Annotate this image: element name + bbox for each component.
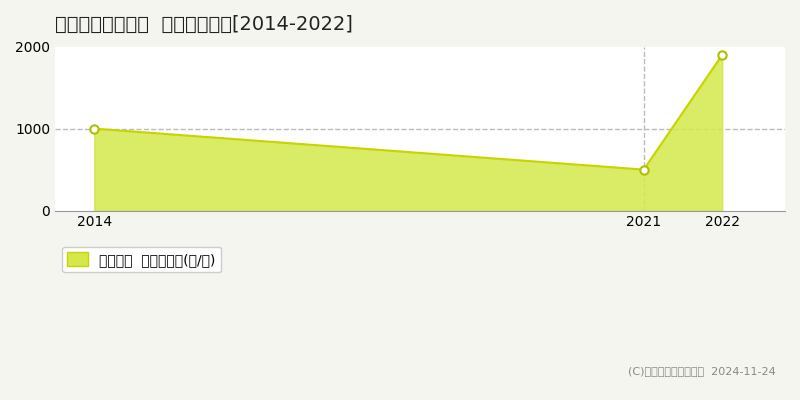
Text: (C)土地価格ドットコム  2024-11-24: (C)土地価格ドットコム 2024-11-24	[628, 366, 776, 376]
Text: 広尾郡大樹町拓進  林地価格推移[2014-2022]: 広尾郡大樹町拓進 林地価格推移[2014-2022]	[55, 15, 353, 34]
Legend: 林地価格  平均坤単価(円/坤): 林地価格 平均坤単価(円/坤)	[62, 246, 222, 272]
